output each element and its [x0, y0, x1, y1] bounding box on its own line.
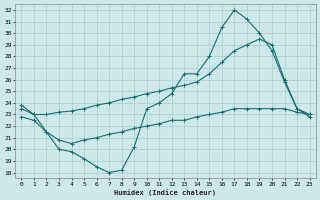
X-axis label: Humidex (Indice chaleur): Humidex (Indice chaleur): [115, 189, 217, 196]
